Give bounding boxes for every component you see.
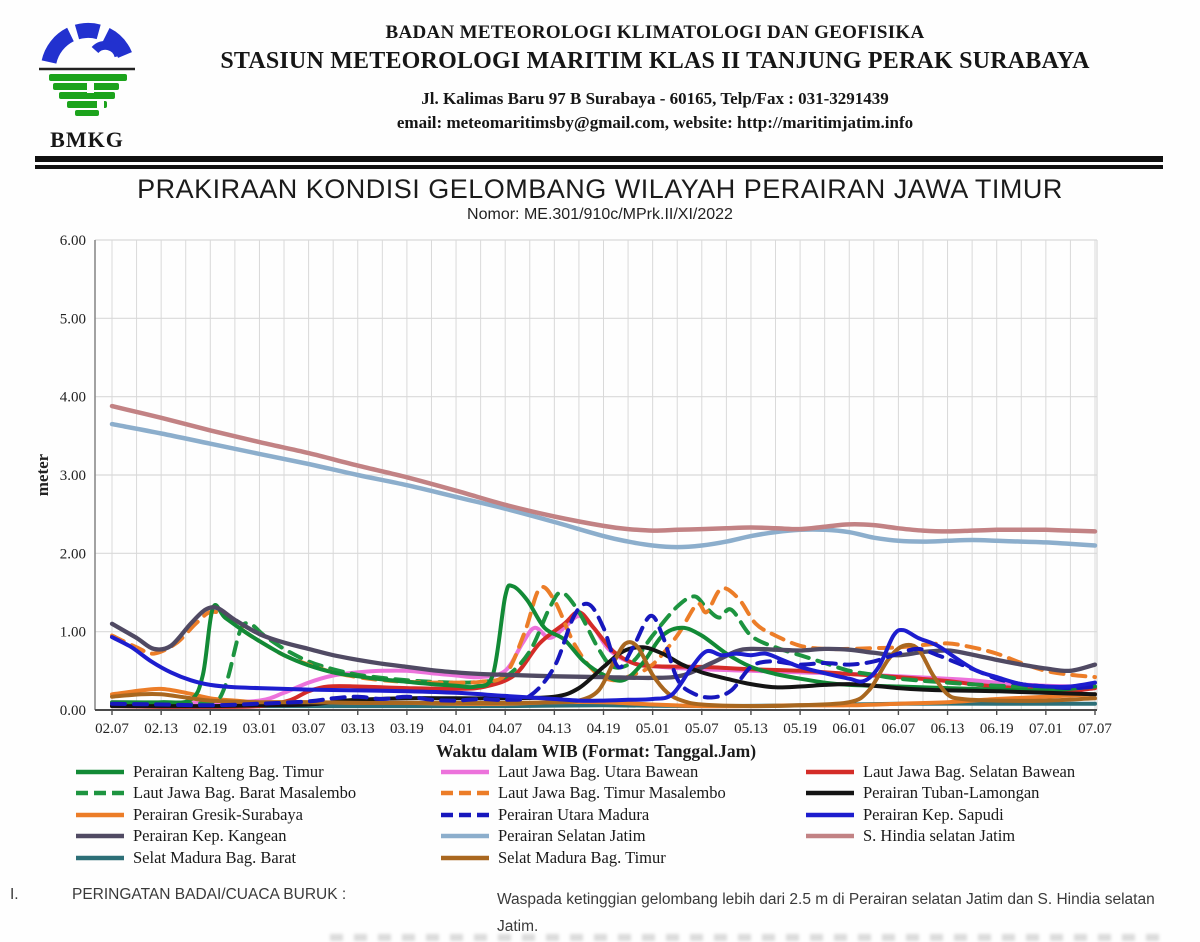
legend-item: Laut Jawa Bag. Barat Masalembo [75, 783, 356, 805]
legend-label: Selat Madura Bag. Timur [498, 847, 666, 867]
legend-item: Laut Jawa Bag. Utara Bawean [440, 761, 726, 783]
svg-text:6.00: 6.00 [60, 233, 86, 249]
svg-text:02.19: 02.19 [193, 721, 227, 737]
svg-text:5.00: 5.00 [60, 311, 86, 327]
legend-label: Perairan Kalteng Bag. Timur [133, 761, 324, 781]
legend-column: Perairan Kalteng Bag. Timur Laut Jawa Bag… [75, 761, 356, 869]
svg-text:05.19: 05.19 [783, 721, 817, 737]
svg-text:06.19: 06.19 [980, 721, 1014, 737]
bmkg-logo-label: BMKG [50, 127, 124, 152]
svg-text:07.01: 07.01 [1029, 721, 1063, 737]
svg-text:05.01: 05.01 [636, 721, 670, 737]
legend-label: Laut Jawa Bag. Barat Masalembo [133, 783, 357, 803]
bmkg-logo: BMKG [32, 12, 142, 162]
warning-label: PERINGATAN BADAI/CUACA BURUK : [72, 886, 347, 903]
svg-text:Waktu dalam WIB (Format: Tangg: Waktu dalam WIB (Format: Tanggal.Jam) [436, 741, 756, 761]
legend-item: Perairan Kep. Sapudi [805, 804, 1075, 826]
contact-line: email: meteomaritimsby@gmail.com, websit… [396, 113, 914, 132]
svg-text:04.19: 04.19 [587, 721, 621, 737]
legend-label: Perairan Gresik-Surabaya [133, 804, 303, 824]
double-rule [35, 156, 1163, 169]
legend-swatch [76, 833, 124, 839]
legend-column: Laut Jawa Bag. Selatan Bawean Perairan Tu… [805, 761, 1075, 847]
svg-text:meter: meter [33, 453, 52, 496]
legend-swatch [76, 812, 124, 818]
station-name: STASIUN METEOROLOGI MARITIM KLAS II TANJ… [220, 48, 1090, 74]
legend-swatch [441, 790, 489, 796]
legend-item: Selat Madura Bag. Barat [75, 847, 356, 869]
svg-text:05.13: 05.13 [734, 721, 768, 737]
svg-text:03.13: 03.13 [341, 721, 375, 737]
legend-swatch [441, 833, 489, 839]
legend-item: Selat Madura Bag. Timur [440, 847, 726, 869]
legend-item: Perairan Tuban-Lamongan [805, 783, 1075, 805]
wave-forecast-chart: 0.00 1.00 2.00 3.00 4.00 5.00 6.00 meter 02.07 02… [0, 230, 1200, 765]
legend-swatch [76, 769, 124, 775]
legend-item: Perairan Kalteng Bag. Timur [75, 761, 356, 783]
agency-name: BADAN METEOROLOGI KLIMATOLOGI DAN GEOFIS… [385, 22, 925, 43]
legend-swatch [441, 812, 489, 818]
svg-text:04.13: 04.13 [537, 721, 571, 737]
legend-label: Laut Jawa Bag. Selatan Bawean [863, 761, 1076, 781]
svg-text:3.00: 3.00 [60, 468, 86, 484]
legend-swatch [806, 790, 854, 796]
warning-text: Waspada ketinggian gelombang lebih dari … [497, 891, 1155, 935]
svg-text:07.07: 07.07 [1078, 721, 1112, 737]
legend-swatch [441, 855, 489, 861]
address-line: Jl. Kalimas Baru 97 B Surabaya - 60165, … [421, 89, 889, 108]
svg-text:04.07: 04.07 [488, 721, 522, 737]
legend-swatch [806, 812, 854, 818]
legend-item: Perairan Gresik-Surabaya [75, 804, 356, 826]
legend-label: Perairan Kep. Kangean [133, 826, 287, 846]
svg-text:1.00: 1.00 [60, 625, 86, 641]
svg-text:05.07: 05.07 [685, 721, 719, 737]
legend-swatch [76, 855, 124, 861]
svg-text:06.07: 06.07 [882, 721, 916, 737]
legend-swatch [806, 833, 854, 839]
legend-item: Laut Jawa Bag. Timur Masalembo [440, 783, 726, 805]
legend-label: Perairan Kep. Sapudi [863, 804, 1004, 824]
legend-label: Laut Jawa Bag. Timur Masalembo [498, 783, 726, 803]
legend-column: Laut Jawa Bag. Utara Bawean Laut Jawa Bag… [440, 761, 726, 869]
letterhead: BADAN METEOROLOGI KLIMATOLOGI DAN GEOFIS… [150, 22, 1160, 133]
legend-label: S. Hindia selatan Jatim [863, 826, 1016, 846]
cut-off-text-strip [330, 934, 1160, 941]
page-title: PRAKIRAAN KONDISI GELOMBANG WILAYAH PERA… [137, 174, 1063, 204]
warning-numeral: I. [10, 886, 19, 903]
svg-text:06.01: 06.01 [832, 721, 866, 737]
svg-text:04.01: 04.01 [439, 721, 473, 737]
legend-label: Selat Madura Bag. Barat [133, 847, 297, 867]
svg-text:0.00: 0.00 [60, 703, 86, 719]
legend-swatch [441, 769, 489, 775]
chart-legend: Perairan Kalteng Bag. Timur Laut Jawa Bag… [0, 761, 1200, 873]
legend-item: Perairan Kep. Kangean [75, 826, 356, 848]
svg-text:2.00: 2.00 [60, 546, 86, 562]
legend-item: S. Hindia selatan Jatim [805, 826, 1075, 848]
svg-text:02.13: 02.13 [144, 721, 178, 737]
legend-swatch [76, 790, 124, 796]
legend-swatch [806, 769, 854, 775]
svg-text:03.01: 03.01 [243, 721, 277, 737]
svg-text:03.07: 03.07 [292, 721, 326, 737]
legend-label: Perairan Tuban-Lamongan [863, 783, 1040, 803]
bmkg-logo-icon [39, 22, 135, 116]
legend-label: Perairan Selatan Jatim [498, 826, 646, 846]
svg-text:4.00: 4.00 [60, 390, 86, 406]
legend-label: Perairan Utara Madura [498, 804, 650, 824]
svg-text:03.19: 03.19 [390, 721, 424, 737]
legend-item: Laut Jawa Bag. Selatan Bawean [805, 761, 1075, 783]
legend-item: Perairan Selatan Jatim [440, 826, 726, 848]
document-number: Nomor: ME.301/910c/MPrk.II/XI/2022 [467, 206, 733, 223]
legend-label: Laut Jawa Bag. Utara Bawean [498, 761, 699, 781]
svg-text:02.07: 02.07 [95, 721, 129, 737]
legend-item: Perairan Utara Madura [440, 804, 726, 826]
svg-text:06.13: 06.13 [931, 721, 965, 737]
